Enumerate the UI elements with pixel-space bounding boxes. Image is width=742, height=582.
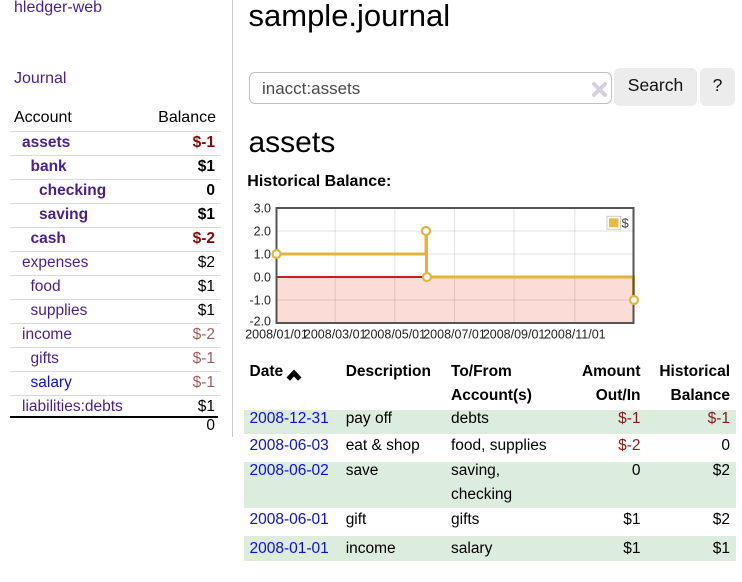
svg-text:2008/07/01: 2008/07/01 (423, 327, 486, 341)
svg-text:2008/11/01: 2008/11/01 (544, 327, 606, 341)
svg-text:1.0: 1.0 (254, 248, 271, 262)
svg-text:2008/01/01: 2008/01/01 (245, 327, 308, 341)
svg-text:2.0: 2.0 (254, 225, 271, 239)
svg-text:$: $ (622, 216, 630, 231)
svg-text:3.0: 3.0 (254, 202, 271, 216)
svg-text:2008/05/01: 2008/05/01 (364, 327, 427, 341)
svg-text:-2.0: -2.0 (249, 315, 271, 329)
svg-text:-1.0: -1.0 (249, 294, 271, 308)
svg-text:2008/03/01: 2008/03/01 (304, 327, 367, 341)
svg-text:2008/09/01: 2008/09/01 (483, 327, 546, 341)
svg-text:0.0: 0.0 (254, 271, 271, 285)
